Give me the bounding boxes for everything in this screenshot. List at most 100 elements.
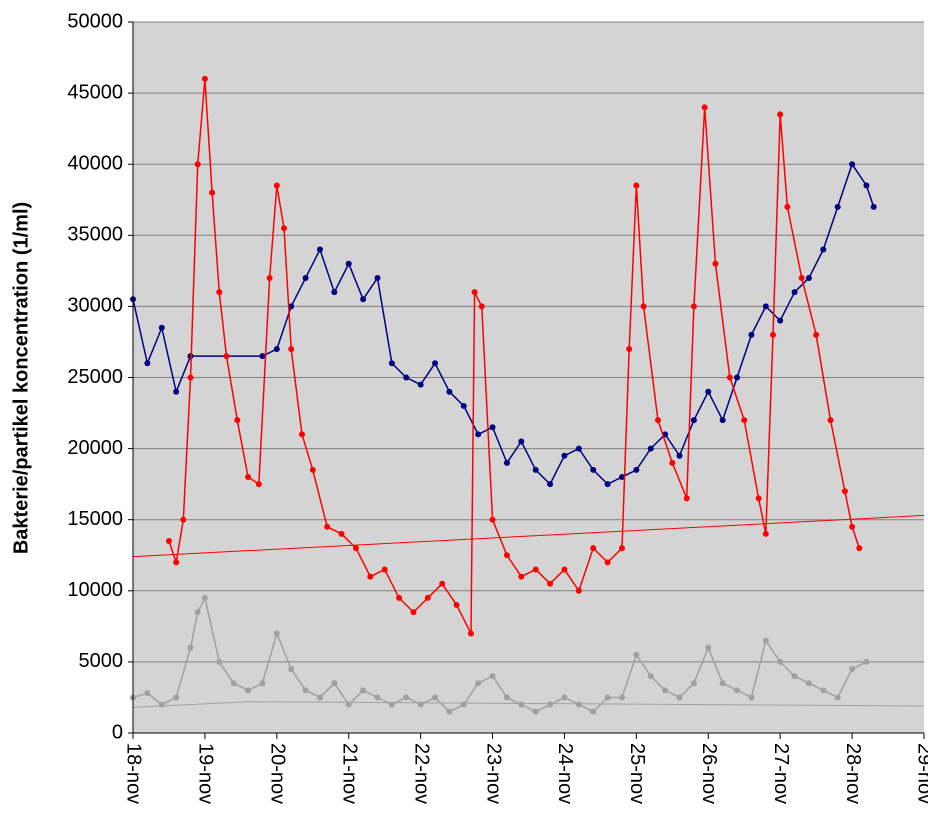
data-point xyxy=(331,680,338,687)
y-tick-label: 0 xyxy=(112,721,123,743)
data-point xyxy=(820,246,827,253)
data-point xyxy=(547,580,554,587)
data-point xyxy=(403,694,410,701)
data-point xyxy=(633,651,640,658)
data-point xyxy=(561,694,568,701)
data-point xyxy=(467,630,474,637)
data-point xyxy=(288,666,295,673)
data-point xyxy=(503,459,510,466)
data-point xyxy=(201,75,208,82)
data-point xyxy=(834,203,841,210)
data-point xyxy=(316,246,323,253)
data-point xyxy=(432,360,439,367)
data-point xyxy=(633,466,640,473)
data-point xyxy=(741,417,748,424)
data-point xyxy=(676,694,683,701)
y-tick-label: 10000 xyxy=(67,579,123,601)
data-point xyxy=(798,274,805,281)
data-point xyxy=(460,402,467,409)
data-point xyxy=(532,708,539,715)
data-point xyxy=(701,104,708,111)
data-point xyxy=(755,495,762,502)
data-point xyxy=(676,452,683,459)
data-point xyxy=(381,566,388,573)
data-point xyxy=(360,687,367,694)
data-point xyxy=(503,694,510,701)
data-point xyxy=(158,324,165,331)
data-point xyxy=(223,353,230,360)
data-point xyxy=(259,353,266,360)
data-point xyxy=(662,687,669,694)
x-tick-label: 27-nov xyxy=(770,743,792,804)
data-point xyxy=(230,680,237,687)
x-tick-label: 28-nov xyxy=(842,743,864,804)
data-point xyxy=(590,545,597,552)
data-point xyxy=(640,303,647,310)
x-tick-label: 20-nov xyxy=(267,743,289,804)
data-point xyxy=(518,701,525,708)
data-point xyxy=(626,346,633,353)
data-point xyxy=(403,374,410,381)
data-point xyxy=(841,488,848,495)
data-point xyxy=(705,388,712,395)
y-tick-label: 25000 xyxy=(67,366,123,388)
data-point xyxy=(489,673,496,680)
data-point xyxy=(316,694,323,701)
data-point xyxy=(424,594,431,601)
data-point xyxy=(360,296,367,303)
y-tick-label: 5000 xyxy=(79,650,124,672)
data-point xyxy=(791,673,798,680)
data-point xyxy=(518,438,525,445)
data-point xyxy=(475,680,482,687)
data-point xyxy=(245,687,252,694)
data-point xyxy=(288,346,295,353)
data-point xyxy=(374,694,381,701)
data-point xyxy=(173,388,180,395)
data-point xyxy=(734,687,741,694)
data-point xyxy=(618,694,625,701)
y-tick-label: 20000 xyxy=(67,437,123,459)
y-tick-label: 15000 xyxy=(67,508,123,530)
data-point xyxy=(762,637,769,644)
data-point xyxy=(410,609,417,616)
data-point xyxy=(647,673,654,680)
data-point xyxy=(604,694,611,701)
data-point xyxy=(518,573,525,580)
data-point xyxy=(439,580,446,587)
y-tick-label: 45000 xyxy=(67,81,123,103)
data-point xyxy=(374,274,381,281)
data-point xyxy=(478,303,485,310)
data-point xyxy=(604,559,611,566)
data-point xyxy=(234,417,241,424)
data-point xyxy=(453,602,460,609)
y-axis-label: Bakterie/partikel koncentration (1/ml) xyxy=(10,202,32,554)
data-point xyxy=(144,360,151,367)
data-point xyxy=(187,374,194,381)
x-tick-label: 24-nov xyxy=(554,743,576,804)
data-point xyxy=(432,694,439,701)
data-point xyxy=(216,658,223,665)
data-point xyxy=(302,687,309,694)
data-point xyxy=(417,381,424,388)
data-point xyxy=(165,538,172,545)
data-point xyxy=(281,225,288,232)
data-point xyxy=(805,680,812,687)
data-point xyxy=(331,289,338,296)
data-point xyxy=(769,331,776,338)
data-point xyxy=(561,452,568,459)
data-point xyxy=(618,545,625,552)
data-point xyxy=(273,182,280,189)
data-point xyxy=(288,303,295,310)
data-point xyxy=(266,274,273,281)
data-point xyxy=(849,161,856,168)
data-point xyxy=(158,701,165,708)
data-point xyxy=(849,523,856,530)
x-tick-label: 19-nov xyxy=(195,743,217,804)
x-tick-label: 23-nov xyxy=(482,743,504,804)
data-point xyxy=(201,594,208,601)
data-point xyxy=(216,289,223,296)
data-point xyxy=(532,566,539,573)
data-point xyxy=(683,495,690,502)
data-point xyxy=(827,417,834,424)
data-point xyxy=(618,474,625,481)
